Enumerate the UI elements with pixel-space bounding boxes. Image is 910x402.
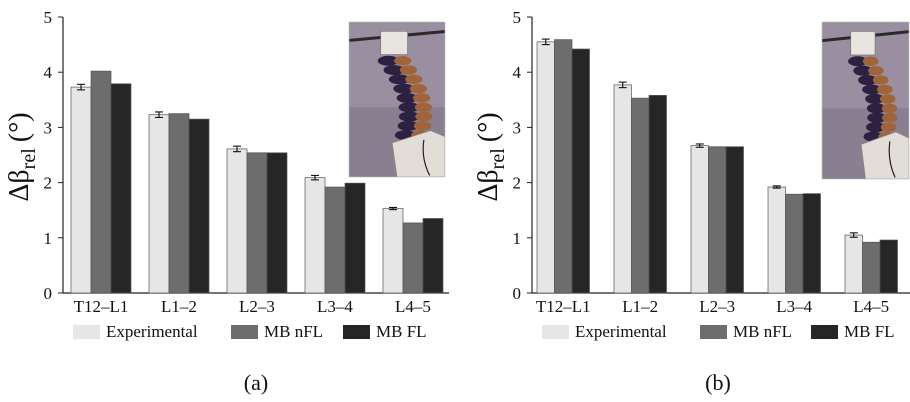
y-axis-label-symbol: Δβ	[473, 169, 504, 201]
y-tick-label: 1	[44, 229, 53, 248]
bar-mb-nfl	[554, 39, 573, 294]
x-tick-label: L4–5	[395, 297, 431, 316]
legend-label: MB nFL	[733, 322, 792, 341]
bar-mb-fl	[344, 182, 366, 294]
y-axis-label-symbol: Δβ	[4, 169, 35, 201]
bar-experimental	[844, 234, 863, 294]
x-tick-label: L2–3	[699, 297, 735, 316]
bar-experimental	[304, 177, 326, 294]
bar-experimental	[536, 41, 555, 294]
y-axis-label-subscript: rel	[487, 148, 509, 170]
legend-swatch	[700, 325, 727, 339]
robotic-spine-photo	[348, 21, 446, 178]
bar-mb-nfl	[90, 70, 112, 294]
bar-mb-fl	[188, 118, 210, 294]
legend-swatch	[542, 325, 569, 339]
y-tick-label: 5	[44, 8, 53, 27]
bar-mb-nfl	[168, 113, 190, 294]
y-axis-label-unit: (°)	[4, 112, 35, 142]
bar-experimental	[70, 86, 92, 294]
bar-mb-fl	[571, 48, 590, 294]
robotic-spine-photo	[821, 21, 910, 180]
bar-experimental	[767, 186, 786, 294]
bar-mb-nfl	[246, 152, 268, 294]
legend-label: Experimental	[106, 322, 198, 341]
bar-mb-fl	[879, 239, 898, 294]
bar-mb-nfl	[862, 241, 881, 294]
x-tick-label: L2–3	[239, 297, 275, 316]
x-tick-label: L1–2	[161, 297, 197, 316]
legend-swatch	[811, 325, 838, 339]
bar-experimental	[690, 145, 709, 294]
bar-experimental	[613, 84, 632, 294]
legend-label: MB nFL	[264, 322, 323, 341]
legend-label: Experimental	[575, 322, 667, 341]
y-tick-label: 3	[513, 118, 522, 137]
bar-experimental	[382, 208, 404, 294]
x-tick-label: L4–5	[853, 297, 889, 316]
y-axis-label-subscript: rel	[18, 148, 40, 170]
x-tick-label: L1–2	[622, 297, 658, 316]
bar-mb-nfl	[324, 186, 346, 294]
x-tick-label: L3–4	[317, 297, 353, 316]
legend-swatch	[231, 325, 258, 339]
bar-mb-fl	[648, 95, 667, 294]
bar-mb-fl	[266, 152, 288, 294]
y-axis-label-unit: (°)	[473, 112, 504, 142]
chart-panel: 0 1 2 3 4 5 Δβrel (°) T12–L1 L1–2 L2–3 L3–4 L4–5 Expe…	[473, 8, 910, 395]
chart-panel: 0 1 2 3 4 5 Δβrel (°) T12–L1 L1–2 L2–3 L3–4 L4–5 Expe…	[4, 8, 449, 395]
bar-mb-fl	[422, 218, 444, 294]
y-tick-label: 1	[513, 229, 522, 248]
y-tick-label: 5	[513, 8, 522, 27]
bar-mb-fl	[725, 146, 744, 294]
bar-mb-nfl	[402, 222, 424, 294]
y-axis-label: Δβrel (°)	[473, 112, 509, 201]
legend-label: MB FL	[376, 322, 427, 341]
y-axis-label: Δβrel (°)	[4, 112, 40, 201]
panel-label: (b)	[705, 370, 731, 395]
bar-mb-nfl	[631, 97, 650, 294]
legend-swatch	[343, 325, 370, 339]
y-tick-label: 2	[513, 174, 522, 193]
bar-mb-nfl	[785, 193, 804, 294]
bar-mb-fl	[110, 83, 132, 294]
bar-experimental	[148, 114, 170, 294]
bar-mb-fl	[802, 193, 821, 294]
x-tick-label: L3–4	[776, 297, 812, 316]
bar-experimental	[226, 148, 248, 294]
y-tick-label: 2	[44, 174, 53, 193]
y-tick-label: 3	[44, 118, 53, 137]
y-tick-label: 4	[44, 63, 53, 82]
x-tick-label: T12–L1	[536, 297, 591, 316]
legend-swatch	[73, 325, 100, 339]
bar-mb-nfl	[708, 146, 727, 294]
y-tick-label: 0	[513, 284, 522, 303]
y-tick-label: 0	[44, 284, 53, 303]
x-tick-label: T12–L1	[74, 297, 129, 316]
y-tick-label: 4	[513, 63, 522, 82]
legend-label: MB FL	[844, 322, 895, 341]
panel-label: (a)	[244, 370, 268, 395]
